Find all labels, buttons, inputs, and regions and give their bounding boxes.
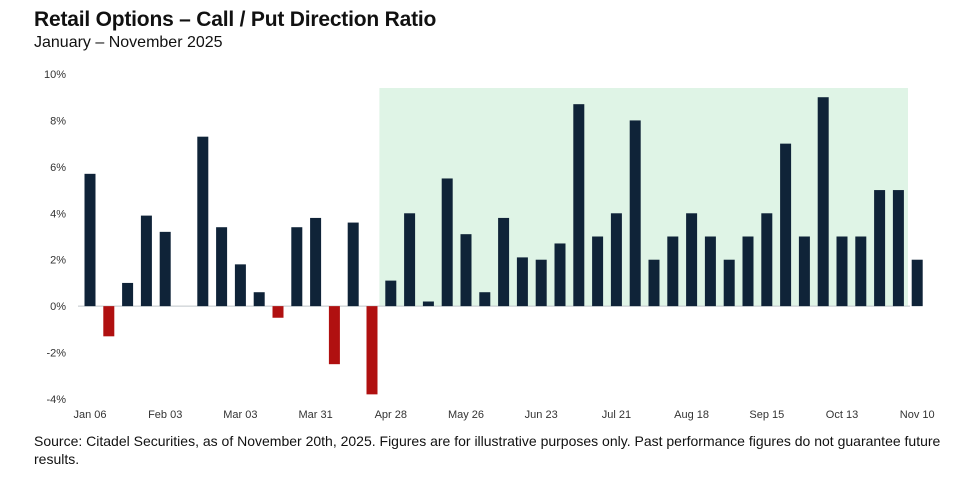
bar (328, 306, 340, 365)
y-tick-label: 4% (50, 208, 66, 220)
bar (723, 259, 735, 307)
bar (347, 222, 359, 307)
bar (460, 234, 472, 307)
y-tick-label: 0% (50, 301, 66, 313)
bar (216, 227, 228, 307)
bar (272, 306, 284, 318)
bar (592, 236, 604, 307)
y-tick-label: 8% (50, 115, 66, 127)
bar (667, 236, 679, 307)
x-tick-label: Jan 06 (73, 409, 106, 421)
bar (573, 104, 585, 307)
y-tick-label: 10% (44, 69, 66, 81)
bar (798, 236, 810, 307)
bar (610, 213, 622, 307)
x-tick-label: Feb 03 (148, 409, 182, 421)
bar (817, 97, 829, 307)
bar (648, 259, 660, 307)
bar (441, 178, 453, 307)
bar (855, 236, 867, 307)
highlight-region (379, 88, 908, 307)
bar (291, 227, 303, 307)
bar (629, 120, 641, 307)
chart-subtitle: January – November 2025 (34, 34, 223, 51)
x-tick-label: Aug 18 (674, 409, 709, 421)
bar (159, 231, 171, 307)
bar (554, 243, 566, 307)
x-tick-label: Jun 23 (525, 409, 558, 421)
bar (140, 215, 152, 307)
bar (704, 236, 716, 307)
x-axis: Jan 06 Feb 03 Mar 03 Mar 31 Apr 28 May 26 Jun … (73, 409, 934, 421)
bar (122, 282, 134, 307)
bar (479, 292, 491, 307)
bar (516, 257, 528, 307)
bar (84, 173, 96, 307)
bar (310, 217, 322, 307)
x-tick-label: Oct 13 (826, 409, 858, 421)
bar (761, 213, 773, 307)
y-tick-label: -4% (46, 394, 66, 406)
bar (103, 306, 115, 337)
bar-chart: -4% -2% 0% 2% 4% 6% 8% 10% Jan 06 Feb 03 Mar 03 Ma… (44, 69, 935, 421)
bar (535, 259, 547, 307)
x-tick-label: May 26 (448, 409, 484, 421)
x-tick-label: Jul 21 (602, 409, 631, 421)
bar (686, 213, 698, 307)
chart-title: Retail Options – Call / Put Direction Ra… (34, 8, 437, 31)
bar (498, 217, 510, 307)
bar (874, 190, 886, 307)
bars-group (84, 97, 923, 395)
bar (780, 143, 792, 307)
bar (836, 236, 848, 307)
bar (742, 236, 754, 307)
x-tick-label: Nov 10 (900, 409, 935, 421)
x-tick-label: Mar 03 (223, 409, 257, 421)
bar (385, 280, 397, 307)
bar (253, 292, 265, 307)
bar (404, 213, 416, 307)
source-note: Source: Citadel Securities, as of Novemb… (34, 433, 941, 467)
bar (197, 136, 209, 307)
x-tick-label: Mar 31 (298, 409, 332, 421)
bar (892, 190, 904, 307)
y-axis: -4% -2% 0% 2% 4% 6% 8% 10% (44, 69, 66, 406)
bar (366, 306, 378, 395)
bar (911, 259, 923, 307)
bar (422, 301, 434, 307)
bar (234, 264, 246, 307)
x-tick-label: Apr 28 (375, 409, 407, 421)
y-tick-label: -2% (46, 348, 66, 360)
y-tick-label: 2% (50, 255, 66, 267)
y-tick-label: 6% (50, 162, 66, 174)
x-tick-label: Sep 15 (749, 409, 784, 421)
